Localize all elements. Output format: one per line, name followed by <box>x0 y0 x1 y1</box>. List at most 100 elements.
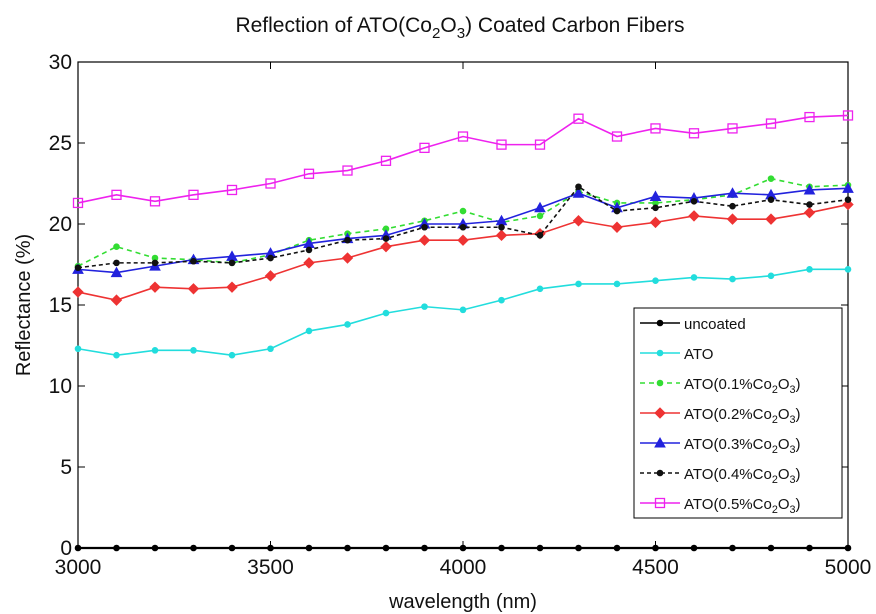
x-axis-label: wavelength (nm) <box>388 591 537 613</box>
data-point <box>382 235 390 242</box>
x-tick-label: 4500 <box>632 556 679 579</box>
data-point <box>688 210 700 222</box>
data-point <box>380 155 392 166</box>
data-point <box>188 189 199 200</box>
data-point <box>149 196 161 207</box>
data-point <box>726 213 739 225</box>
legend-label: uncoated <box>684 316 746 333</box>
legend-marker <box>654 407 666 419</box>
data-point <box>149 281 161 293</box>
series-line <box>77 114 849 204</box>
data-point <box>190 544 197 552</box>
data-point <box>457 131 469 142</box>
data-point <box>767 272 775 280</box>
data-point <box>342 165 353 176</box>
legend-label: ATO <box>684 346 713 363</box>
legend-marker <box>654 497 666 509</box>
data-point <box>611 131 623 142</box>
data-point <box>226 281 238 293</box>
legend-item: ATO(0.3%Co2O3) <box>640 436 801 456</box>
legend-item: ATO(0.5%Co2O3) <box>640 496 801 516</box>
data-point <box>190 257 197 265</box>
data-point <box>74 345 82 353</box>
data-point <box>652 204 659 212</box>
data-point <box>305 544 313 552</box>
data-point <box>536 544 544 552</box>
data-point <box>765 213 777 225</box>
y-tick-label: 5 <box>60 456 72 479</box>
data-point <box>264 270 277 282</box>
data-point <box>842 110 854 121</box>
data-point <box>305 327 313 335</box>
data-point <box>575 544 582 552</box>
data-point <box>228 351 236 359</box>
data-point <box>72 197 84 209</box>
data-point <box>267 345 274 353</box>
y-tick-label: 20 <box>49 213 72 236</box>
series-1 <box>74 266 852 359</box>
data-point <box>806 544 813 552</box>
y-tick-label: 15 <box>49 294 72 317</box>
data-point <box>613 207 621 215</box>
data-point <box>729 544 736 552</box>
data-point <box>457 234 469 246</box>
data-point <box>727 123 738 134</box>
data-point <box>613 280 621 288</box>
data-point <box>844 196 852 203</box>
legend-marker <box>654 436 666 448</box>
data-point <box>265 178 276 189</box>
data-point <box>380 240 392 253</box>
legend-marker <box>656 379 664 387</box>
legend-label: ATO(0.5%Co2O3) <box>684 496 801 516</box>
data-point <box>729 275 736 283</box>
x-tick-label: 3500 <box>247 556 294 579</box>
data-point <box>303 257 315 269</box>
data-point <box>151 544 159 552</box>
data-point <box>151 259 159 267</box>
data-point <box>151 347 159 354</box>
x-tick-label: 4000 <box>440 556 487 579</box>
series-5 <box>74 183 852 272</box>
data-point <box>303 168 315 179</box>
x-axis: 3000 3500 4000 4500 5000 <box>55 62 872 579</box>
legend-item: ATO(0.1%Co2O3) <box>640 376 801 396</box>
data-point <box>382 309 390 317</box>
data-point <box>613 544 621 552</box>
data-point <box>649 190 662 201</box>
data-point <box>267 544 274 552</box>
legend-marker <box>656 469 664 477</box>
x-tick-label: 5000 <box>825 556 872 579</box>
data-point <box>496 139 507 150</box>
data-point <box>652 544 659 552</box>
data-point <box>111 189 122 200</box>
x-tick-label: 3000 <box>55 556 102 579</box>
data-point <box>382 544 390 552</box>
data-point <box>806 201 813 208</box>
data-point <box>419 142 430 154</box>
data-point <box>688 128 700 139</box>
data-point <box>690 544 698 552</box>
data-point <box>844 266 852 273</box>
y-tick-label: 10 <box>49 375 72 398</box>
data-point <box>341 252 354 264</box>
legend-item: ATO(0.2%Co2O3) <box>640 406 801 426</box>
data-point <box>113 351 120 359</box>
data-point <box>187 283 200 295</box>
data-point <box>652 277 659 285</box>
data-point <box>573 113 584 124</box>
series-6 <box>72 110 854 209</box>
data-point <box>536 232 544 239</box>
data-point <box>806 266 813 273</box>
legend-item: ATO(0.4%Co2O3) <box>640 466 801 486</box>
data-point <box>74 544 82 552</box>
series-3 <box>72 198 854 306</box>
data-point <box>72 286 84 298</box>
data-point <box>534 201 546 213</box>
data-point <box>726 187 739 198</box>
legend-item: uncoated <box>640 316 746 333</box>
data-point <box>842 198 854 211</box>
data-point <box>575 183 582 191</box>
data-point <box>344 321 351 328</box>
data-point <box>842 182 854 193</box>
data-point <box>690 274 698 281</box>
